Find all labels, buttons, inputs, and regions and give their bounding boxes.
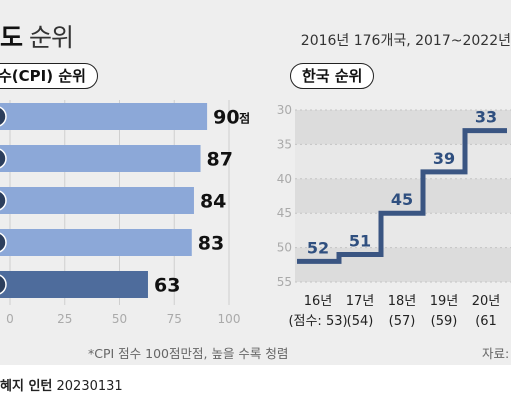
bar — [0, 271, 148, 298]
bar-x-tick-label: 0 — [6, 312, 14, 326]
bar-value-label: 83 — [198, 233, 224, 255]
band — [295, 213, 511, 248]
step-x-label: 20년 — [472, 294, 501, 309]
bar — [0, 145, 201, 172]
bar-x-tick-label: 75 — [167, 312, 182, 326]
step-value-label: 51 — [349, 231, 371, 250]
step-y-tick-label: 35 — [277, 137, 292, 151]
cpi-bar-chart: 0 25 50 75 100 90 점 87 84 83 63 — [0, 100, 250, 326]
page-subtitle: 2016년 176개국, 2017~2022년 — [300, 33, 511, 49]
step-value-label: 33 — [475, 108, 497, 127]
band — [295, 247, 511, 282]
charts-svg: 0 25 50 75 100 90 점 87 84 83 63 30 35 40 45 50 55 52 51 45… — [0, 100, 511, 329]
bar-x-tick-label: 50 — [112, 312, 127, 326]
band — [295, 110, 511, 145]
bar-x-tick-label: 25 — [57, 312, 72, 326]
step-value-label: 45 — [391, 190, 413, 209]
band — [295, 178, 511, 214]
step-x-sublabel: (57) — [389, 314, 416, 329]
bar-value-unit: 점 — [239, 111, 250, 126]
step-y-tick-label: 40 — [277, 172, 292, 186]
step-x-label: 17년 — [346, 294, 375, 309]
step-x-sublabel: (54) — [347, 314, 374, 329]
page-title: 도 순위 — [0, 23, 74, 52]
bar — [0, 103, 208, 130]
bar-marker — [0, 106, 7, 127]
step-x-sublabel: (59) — [431, 314, 458, 329]
step-x-sublabel: (61 — [475, 314, 497, 329]
bar-value-label: 84 — [200, 191, 226, 213]
footnote: *CPI 점수 100점만점, 높을 수록 청렴 — [88, 346, 289, 361]
bar-x-tick-label: 100 — [218, 312, 241, 326]
bar — [0, 187, 194, 214]
bar — [0, 229, 192, 256]
bar-value-label: 87 — [207, 149, 233, 171]
step-value-label: 52 — [307, 238, 329, 257]
bar-value-label: 90 — [213, 107, 239, 129]
step-x-sublabel: (점수: 53) — [288, 314, 347, 329]
korea-rank-step-chart: 30 35 40 45 50 55 52 51 45 39 33 16년 (점수: 53) 17년 (54)… — [277, 103, 511, 329]
step-x-label: 16년 — [304, 294, 333, 309]
bar-value-label: 63 — [154, 275, 180, 297]
left-chart-header: 수(CPI) 순위 — [0, 63, 98, 89]
step-y-tick-label: 30 — [277, 103, 292, 117]
step-y-tick-label: 45 — [277, 206, 292, 220]
bar-marker — [0, 148, 7, 169]
step-x-label: 19년 — [430, 294, 459, 309]
bar-marker — [0, 232, 7, 253]
step-value-label: 39 — [433, 149, 455, 168]
source-label: 자료: — [482, 346, 510, 361]
right-chart-header: 한국 순위 — [290, 63, 375, 89]
bar-marker — [0, 274, 7, 295]
credit: 혜지 인턴 20230131 — [0, 379, 123, 394]
step-x-label: 18년 — [388, 294, 417, 309]
step-line — [297, 128, 507, 264]
bar-marker — [0, 190, 7, 211]
step-y-tick-label: 55 — [277, 275, 292, 289]
band — [295, 144, 511, 179]
step-y-tick-label: 50 — [277, 241, 292, 255]
